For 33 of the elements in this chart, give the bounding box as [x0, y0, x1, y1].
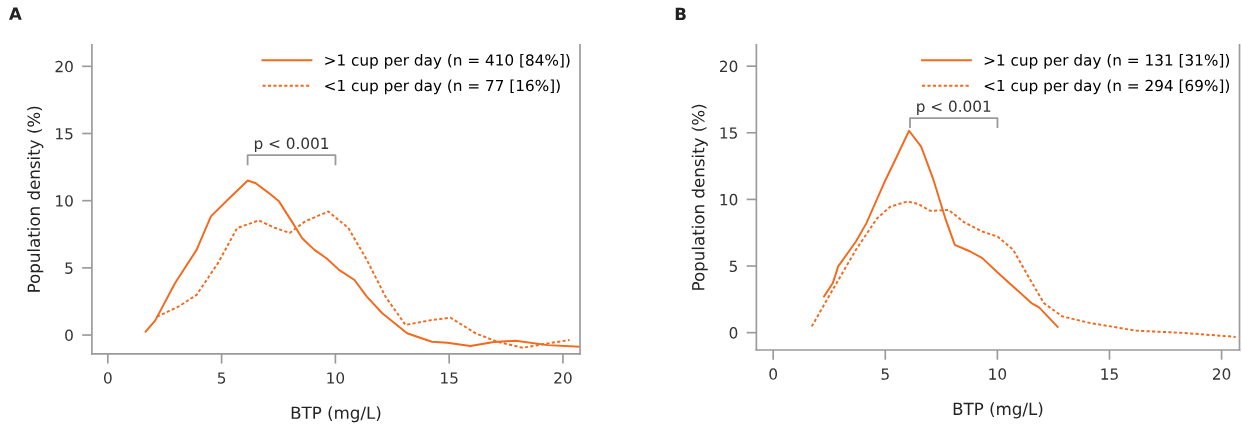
y-axis-title: Population density (%): [27, 106, 44, 292]
y-tick-label: 10: [56, 195, 73, 207]
y-tick-label: 5: [729, 260, 737, 273]
legend-label: >1 cup per day (n = 131 [31%]): [984, 53, 1230, 69]
x-tick-label: 5: [881, 368, 889, 380]
x-tick-label: 10: [327, 372, 345, 384]
x-tick-label: 15: [1101, 368, 1118, 380]
y-tick-label: 20: [55, 60, 73, 73]
chart-title: B: [675, 7, 686, 20]
y-axis-title: Population density (%): [691, 104, 708, 290]
y-tick-label: 15: [56, 128, 73, 140]
legend-label: >1 cup per day (n = 410 [84%]): [325, 53, 570, 69]
y-tick-label: 20: [720, 60, 738, 73]
legend-label: <1 cup per day (n = 294 [69%]): [984, 79, 1230, 95]
y-tick-label: 15: [720, 127, 737, 139]
x-tick-label: 0: [769, 368, 778, 380]
annotation: p < 0.001: [917, 100, 991, 116]
chart-title: A: [9, 7, 22, 20]
line-series: [144, 179, 580, 348]
x-tick-label: 20: [1212, 368, 1231, 380]
y-tick-label: 5: [65, 262, 73, 274]
legend-label: <1 cup per day (n = 77 [16%]): [325, 79, 560, 95]
x-tick-label: 0: [103, 372, 112, 384]
x-axis-title: BTP (mg/L): [291, 406, 381, 423]
x-axis-title: BTP (mg/L): [953, 402, 1043, 419]
y-tick-label: 0: [729, 327, 738, 339]
y-tick-label: 0: [65, 329, 73, 342]
x-tick-label: 5: [217, 372, 226, 384]
y-tick-label: 10: [720, 193, 738, 206]
x-tick-label: 20: [554, 372, 572, 384]
annotation: p < 0.001: [254, 137, 329, 153]
x-tick-label: 15: [441, 372, 458, 384]
x-tick-label: 10: [989, 368, 1007, 380]
